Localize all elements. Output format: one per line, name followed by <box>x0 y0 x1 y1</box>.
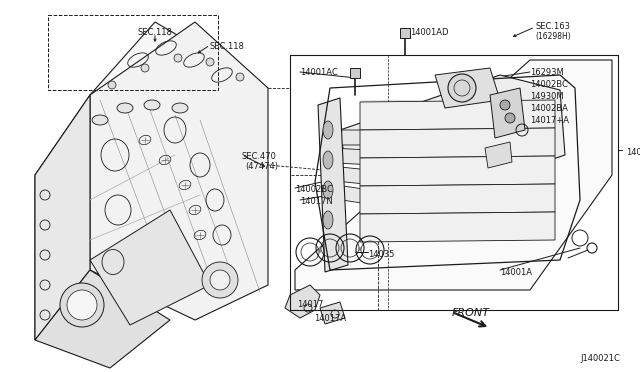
Text: 14002BC: 14002BC <box>295 185 333 194</box>
Polygon shape <box>360 100 555 130</box>
Text: 14002BA: 14002BA <box>530 104 568 113</box>
Polygon shape <box>320 302 345 324</box>
Polygon shape <box>285 285 320 318</box>
Circle shape <box>108 81 116 89</box>
Circle shape <box>174 54 182 62</box>
Polygon shape <box>330 184 495 223</box>
Ellipse shape <box>323 151 333 169</box>
Polygon shape <box>360 212 555 242</box>
Polygon shape <box>35 270 170 368</box>
Circle shape <box>206 58 214 66</box>
Polygon shape <box>330 130 495 145</box>
Polygon shape <box>35 95 90 340</box>
Polygon shape <box>435 68 500 108</box>
Circle shape <box>448 74 476 102</box>
Polygon shape <box>490 88 525 138</box>
Text: 16293M: 16293M <box>530 68 564 77</box>
Ellipse shape <box>117 103 133 113</box>
Text: SEC.163: SEC.163 <box>535 22 570 31</box>
Circle shape <box>500 100 510 110</box>
Text: 14001AD: 14001AD <box>410 28 449 37</box>
Text: 14001AC: 14001AC <box>300 68 338 77</box>
Polygon shape <box>35 95 90 340</box>
Ellipse shape <box>323 181 333 199</box>
Polygon shape <box>330 148 495 171</box>
Polygon shape <box>360 128 555 158</box>
Polygon shape <box>360 156 555 186</box>
Circle shape <box>210 270 230 290</box>
Text: (16298H): (16298H) <box>535 32 571 41</box>
Text: 14930M: 14930M <box>530 92 564 101</box>
Text: SEC.118: SEC.118 <box>210 42 245 51</box>
Polygon shape <box>90 22 268 320</box>
Text: SEC.118: SEC.118 <box>138 28 172 37</box>
Bar <box>48 15 218 90</box>
Polygon shape <box>295 60 612 290</box>
Ellipse shape <box>144 100 160 110</box>
Circle shape <box>202 262 238 298</box>
Polygon shape <box>330 166 495 197</box>
Circle shape <box>236 73 244 81</box>
Ellipse shape <box>323 211 333 229</box>
Ellipse shape <box>92 115 108 125</box>
Text: 14001A: 14001A <box>500 268 532 277</box>
Text: 14017A: 14017A <box>314 314 346 323</box>
Text: 14017: 14017 <box>297 300 323 309</box>
Text: 14017+A: 14017+A <box>530 116 569 125</box>
Text: (47474): (47474) <box>245 162 278 171</box>
Polygon shape <box>340 75 565 175</box>
Circle shape <box>60 283 104 327</box>
Polygon shape <box>90 210 210 325</box>
Bar <box>400 28 410 38</box>
Bar <box>350 68 360 78</box>
Circle shape <box>505 113 515 123</box>
Text: 14001: 14001 <box>626 148 640 157</box>
Text: J140021C: J140021C <box>580 354 620 363</box>
Circle shape <box>141 64 149 72</box>
Text: SEC.470: SEC.470 <box>242 152 277 161</box>
Polygon shape <box>360 184 555 214</box>
Ellipse shape <box>323 121 333 139</box>
Polygon shape <box>318 98 348 272</box>
Text: FRONT: FRONT <box>452 308 490 318</box>
Circle shape <box>67 290 97 320</box>
Polygon shape <box>90 22 268 162</box>
Text: 14002BC: 14002BC <box>530 80 568 89</box>
Ellipse shape <box>172 103 188 113</box>
Text: 14017N: 14017N <box>300 197 333 206</box>
Polygon shape <box>485 142 512 168</box>
Text: 14035: 14035 <box>368 250 394 259</box>
